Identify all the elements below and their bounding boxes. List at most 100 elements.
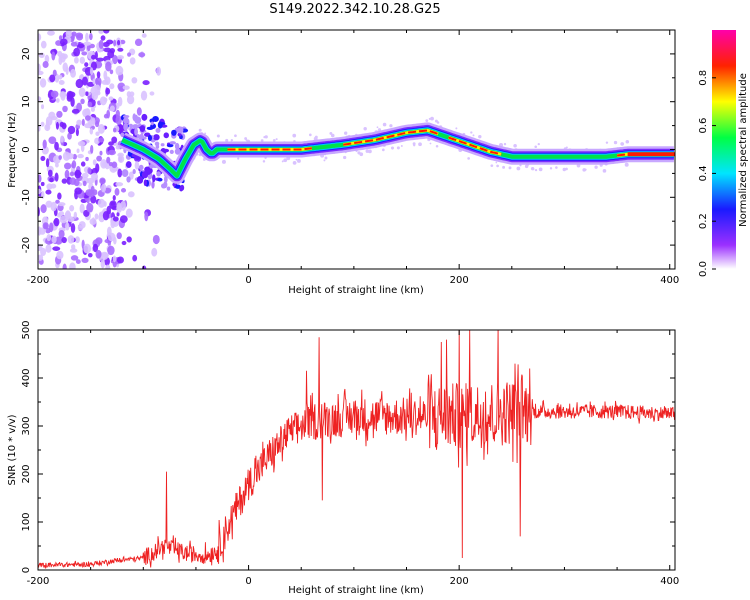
noise-blob [85,156,89,162]
noise-blob [67,132,72,140]
halo-dot [390,146,395,150]
noise-blob [139,125,146,132]
noise-blob [57,192,62,200]
noise-blob [96,155,102,162]
noise-blob [138,52,146,58]
halo-dot [490,164,494,168]
halo-dot [221,159,226,164]
noise-blob [52,246,61,251]
y-tick-label: 400 [21,368,32,387]
noise-blob [126,236,132,243]
noise-blob [71,244,76,250]
noise-blob [152,174,156,183]
halo-dot [365,149,370,153]
noise-blob [64,169,70,179]
noise-blob [123,117,129,124]
noise-blob [169,141,176,145]
noise-blob [122,114,130,119]
halo-dot [602,169,607,173]
noise-blob [132,169,136,175]
noise-blob [177,126,184,134]
noise-blob [115,182,124,187]
noise-blob [123,123,128,131]
noise-blob [84,115,91,121]
noise-blob [64,162,72,170]
noise-blob [174,148,181,155]
noise-blob [48,222,54,233]
halo-dot [508,166,512,170]
colorbar-tick-label: 0.2 [698,213,709,229]
noise-blob [160,183,167,189]
colorbar-tick-label: 0.0 [698,261,709,277]
noise-blob [116,212,120,217]
x-tick-label: 200 [450,576,469,587]
noise-blob [92,78,96,85]
y-tick-label: 0 [21,567,32,573]
noise-blob [55,98,60,103]
noise-blob [58,80,65,85]
noise-blob [109,83,115,90]
noise-blob [121,170,129,174]
noise-blob [122,85,130,90]
noise-blob [101,79,109,85]
halo-dot [225,138,229,143]
noise-blob [70,255,79,261]
y-tick-label: -10 [21,189,32,205]
noise-blob [90,107,96,112]
noise-blob [80,161,86,167]
noise-blob [91,172,99,181]
snr-frame [37,329,676,571]
noise-blob [109,105,115,112]
noise-blob [141,33,147,38]
halo-dot [624,162,629,167]
noise-blob [47,30,55,36]
noise-blob [152,234,160,245]
noise-blob [152,115,159,123]
colorbar-gradient [712,30,736,269]
noise-blob [112,216,119,222]
noise-blob [163,132,170,139]
noise-blob [56,110,63,118]
halo-dot [534,168,538,172]
noise-blob [157,121,163,129]
noise-blob [87,252,93,258]
noise-blob [75,78,84,89]
snr-panel: -200 0 200 400 0 100 200 300 400 500 Height of st… [7,320,679,596]
noise-blob [131,77,138,84]
noise-blob [79,203,85,214]
noise-blob [83,243,92,254]
colorbar-tick-label: 0.6 [698,118,709,134]
noise-blob [154,141,160,147]
noise-blob [114,188,120,196]
noise-blob [52,69,57,77]
noise-blob [65,66,69,76]
snr-series-line [38,330,675,569]
noise-blob [105,61,112,72]
noise-blob [120,132,125,138]
halo-dot [455,127,458,130]
noise-blob [74,236,80,244]
noise-blob [151,180,155,189]
noise-blob [70,223,76,233]
noise-blob [38,174,42,183]
halo-dot [309,133,312,137]
halo-dot [625,140,630,144]
halo-dot [283,158,288,163]
noise-blob [75,259,81,264]
noise-blob [108,141,114,146]
halo-dot [413,144,416,147]
noise-blob [56,250,64,260]
noise-blob [119,215,128,223]
noise-blob [87,101,93,108]
noise-blob [38,188,42,195]
y-tick-label: -20 [21,237,32,253]
noise-blob [61,237,67,244]
noise-blob [106,39,114,45]
halo-dot [389,124,393,128]
noise-blob [174,142,180,150]
noise-blob [94,137,100,145]
noise-blob [74,187,82,195]
noise-blob [66,90,74,100]
noise-blob [91,54,96,60]
noise-blob [40,104,45,110]
